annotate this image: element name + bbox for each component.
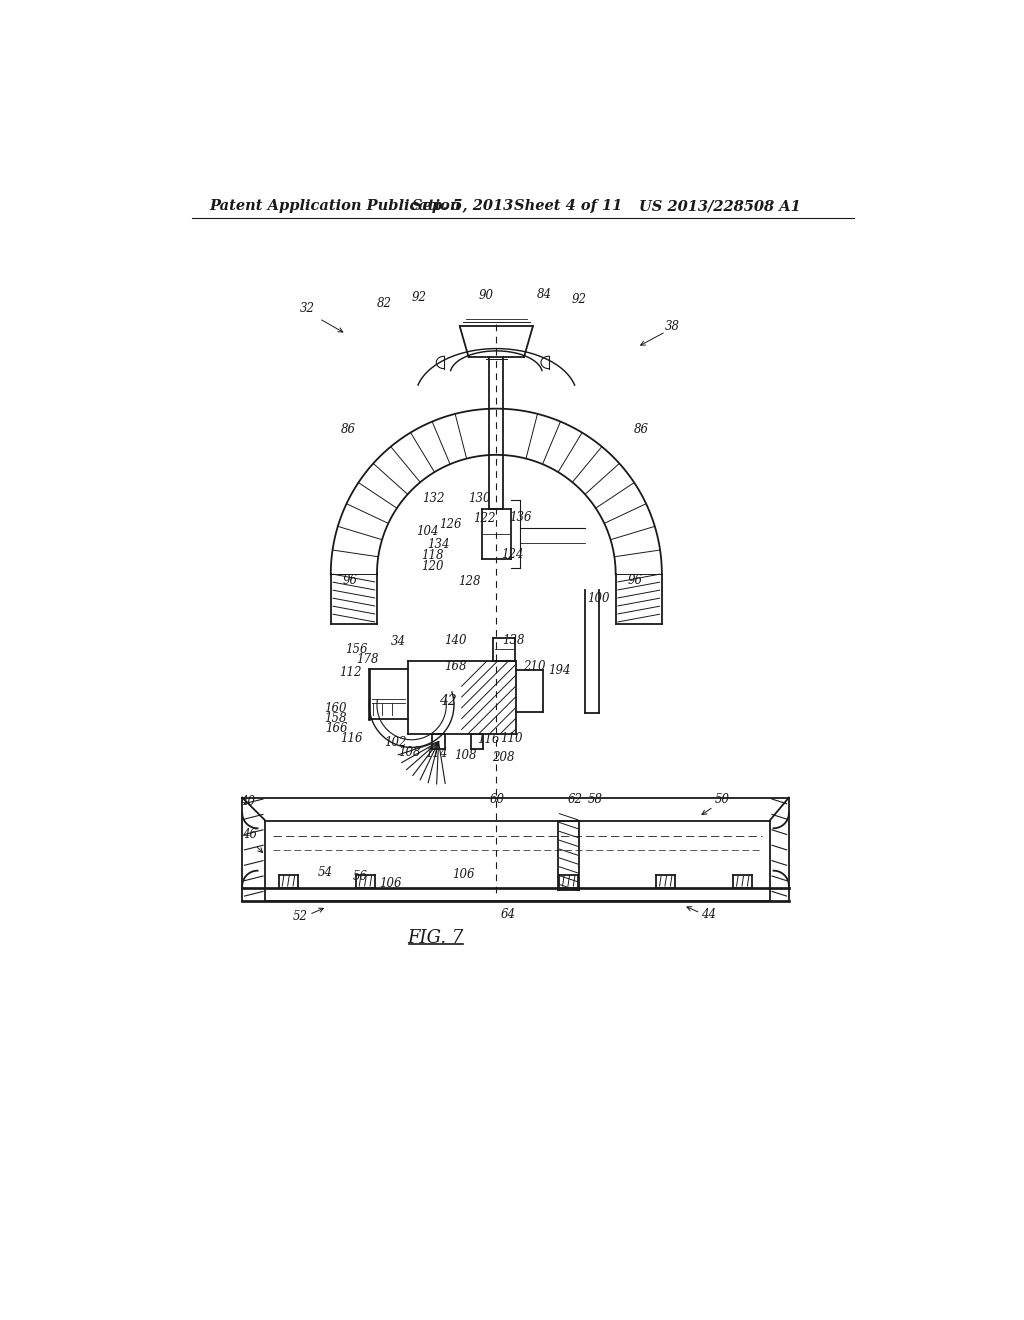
- Text: 54: 54: [317, 866, 333, 879]
- Text: 92: 92: [412, 290, 427, 304]
- Text: FIG. 7: FIG. 7: [408, 929, 464, 946]
- Text: 116: 116: [477, 733, 500, 746]
- Text: 92: 92: [572, 293, 587, 306]
- Text: US 2013/228508 A1: US 2013/228508 A1: [639, 199, 801, 213]
- Text: 122: 122: [473, 512, 496, 525]
- Text: 160: 160: [325, 702, 347, 714]
- Text: Patent Application Publication: Patent Application Publication: [209, 199, 461, 213]
- Text: 126: 126: [439, 519, 462, 532]
- Text: 90: 90: [479, 289, 494, 302]
- Text: 96: 96: [628, 574, 642, 587]
- Text: 62: 62: [567, 792, 583, 805]
- Text: 46: 46: [243, 828, 257, 841]
- Text: 194: 194: [548, 664, 570, 677]
- Text: 44: 44: [700, 908, 716, 921]
- Text: 112: 112: [339, 667, 361, 680]
- Text: 102: 102: [384, 735, 407, 748]
- Text: 138: 138: [502, 634, 524, 647]
- Text: 110: 110: [500, 733, 522, 746]
- Text: 158: 158: [325, 711, 347, 725]
- Text: 42: 42: [439, 694, 457, 709]
- Text: 114: 114: [425, 747, 447, 760]
- Text: 106: 106: [380, 878, 402, 890]
- Text: 38: 38: [665, 319, 679, 333]
- Text: 130: 130: [468, 492, 490, 506]
- Text: 208: 208: [492, 751, 514, 764]
- Text: 166: 166: [326, 722, 348, 735]
- Text: 116: 116: [340, 733, 362, 746]
- Text: 40: 40: [240, 795, 255, 808]
- Text: 156: 156: [345, 643, 368, 656]
- Text: 60: 60: [489, 792, 505, 805]
- Text: 168: 168: [444, 660, 467, 673]
- Text: 84: 84: [538, 288, 552, 301]
- Text: 34: 34: [391, 635, 407, 648]
- Text: 124: 124: [501, 548, 523, 561]
- Text: 64: 64: [501, 908, 515, 921]
- Text: Sheet 4 of 11: Sheet 4 of 11: [514, 199, 623, 213]
- Text: 118: 118: [421, 549, 443, 562]
- Text: 58: 58: [588, 792, 603, 805]
- Text: 56: 56: [352, 870, 368, 883]
- Text: 52: 52: [293, 911, 307, 924]
- Text: 108: 108: [398, 746, 421, 759]
- Text: 178: 178: [356, 653, 379, 667]
- Text: 106: 106: [452, 869, 474, 880]
- Text: 100: 100: [587, 593, 609, 606]
- Text: 136: 136: [509, 511, 531, 524]
- Text: 108: 108: [455, 750, 477, 763]
- Text: 120: 120: [421, 560, 443, 573]
- Text: 140: 140: [444, 634, 467, 647]
- Text: 50: 50: [715, 792, 729, 805]
- Text: 132: 132: [422, 492, 444, 506]
- Text: 210: 210: [523, 660, 546, 673]
- Text: 32: 32: [300, 302, 315, 315]
- Text: 128: 128: [458, 574, 480, 587]
- Text: 96: 96: [342, 574, 357, 587]
- Text: 82: 82: [377, 297, 392, 310]
- Text: Sep. 5, 2013: Sep. 5, 2013: [413, 199, 514, 213]
- Text: 86: 86: [634, 422, 648, 436]
- Text: 86: 86: [341, 422, 356, 436]
- Text: 104: 104: [416, 525, 438, 539]
- Text: 134: 134: [427, 539, 450, 552]
